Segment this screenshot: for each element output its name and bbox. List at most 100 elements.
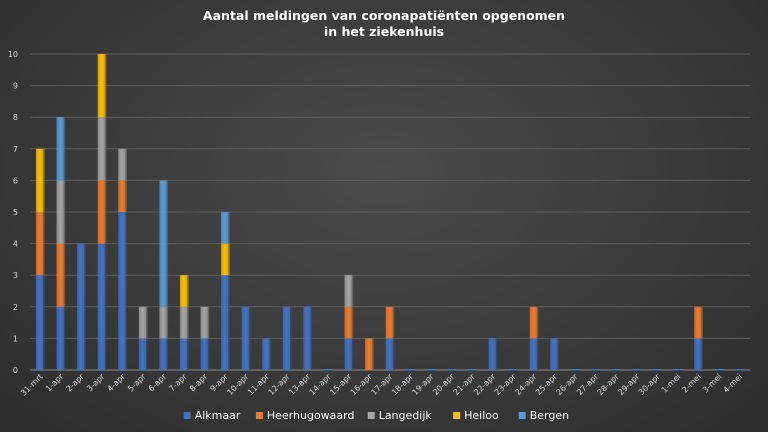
bar-shade-alkmaar-2-apr — [84, 243, 86, 370]
bar-langedijk-1-apr — [56, 180, 66, 244]
x-tick-label-1-apr: 1-apr — [44, 372, 66, 394]
x-tick-label-25-apr: 25-apr — [534, 372, 559, 397]
bar-alkmaar-1-apr — [56, 306, 66, 370]
bar-heerhugowaard-16-apr — [365, 338, 374, 370]
x-tick-label-13-apr: 13-apr — [287, 372, 312, 397]
x-tick-label-29-apr: 29-apr — [616, 372, 641, 397]
bar-alkmaar-17-apr — [385, 338, 395, 370]
bar-heiloo-3-apr — [97, 54, 107, 118]
x-tick-label-24-apr: 24-apr — [513, 372, 538, 397]
legend-swatch-langedijk — [367, 412, 375, 419]
bar-shade-heerhugowaard-17-apr — [392, 306, 395, 339]
bar-langedijk-6-apr — [159, 306, 169, 339]
x-tick-label-1-mei: 1-mei — [660, 372, 683, 395]
bar-heiloo-9-apr — [221, 243, 230, 276]
bar-shade-alkmaar-11-apr — [269, 338, 271, 370]
bar-shade-langedijk-7-apr — [187, 306, 189, 339]
bar-shade-alkmaar-22-apr — [495, 338, 498, 370]
y-tick-label-3: 3 — [13, 271, 18, 280]
bar-shade-heerhugowaard-4-apr — [125, 180, 127, 212]
bar-zero-1-mei — [673, 369, 683, 371]
bar-alkmaar-8-apr — [200, 338, 210, 370]
bar-zero-21-apr — [467, 369, 477, 371]
legend-label-alkmaar: Alkmaar — [195, 409, 241, 422]
bar-shade-heiloo-7-apr — [187, 275, 189, 307]
y-tick-label-0: 0 — [13, 366, 18, 375]
bar-zero-4-mei — [735, 369, 745, 371]
bar-heerhugowaard-31-mrt — [35, 212, 45, 276]
x-tick-label-30-apr: 30-apr — [637, 372, 662, 397]
bar-shade-alkmaar-25-apr — [557, 338, 559, 370]
chart-title: Aantal meldingen van coronapatiënten opg… — [0, 8, 768, 40]
legend-label-langedijk: Langedijk — [379, 409, 433, 422]
x-tick-label-2-apr: 2-apr — [64, 372, 86, 394]
bar-zero-29-apr — [632, 369, 642, 371]
y-tick-label-7: 7 — [13, 145, 18, 154]
bar-shade-alkmaar-12-apr — [289, 306, 292, 370]
bar-heerhugowaard-15-apr — [344, 306, 354, 339]
bar-alkmaar-7-apr — [179, 338, 189, 370]
x-tick-label-8-apr: 8-apr — [188, 372, 210, 394]
x-tick-label-28-apr: 28-apr — [596, 372, 621, 397]
bar-bergen-6-apr — [159, 180, 169, 307]
y-tick-label-5: 5 — [13, 208, 18, 217]
x-tick-label-14-apr: 14-apr — [308, 372, 333, 397]
bar-shade-heiloo-9-apr — [228, 243, 230, 276]
bar-alkmaar-10-apr — [241, 306, 251, 370]
bar-heerhugowaard-24-apr — [529, 306, 539, 339]
bar-heerhugowaard-1-apr — [56, 243, 66, 307]
x-tick-label-7-apr: 7-apr — [167, 372, 189, 394]
bar-shade-heerhugowaard-3-apr — [104, 180, 107, 244]
x-tick-label-3-apr: 3-apr — [85, 372, 107, 394]
bar-alkmaar-2-apr — [77, 243, 86, 370]
bar-shade-alkmaar-10-apr — [248, 306, 251, 370]
y-tick-label-10: 10 — [8, 50, 18, 59]
bar-heerhugowaard-17-apr — [385, 306, 395, 339]
legend-swatch-alkmaar — [183, 412, 191, 419]
legend-label-bergen: Bergen — [530, 409, 569, 422]
bar-shade-langedijk-1-apr — [63, 180, 66, 244]
bar-alkmaar-24-apr — [529, 338, 539, 370]
bar-zero-28-apr — [611, 369, 621, 371]
bar-shade-alkmaar-7-apr — [187, 338, 189, 370]
bar-zero-30-apr — [653, 369, 662, 371]
x-tick-label-17-apr: 17-apr — [369, 372, 394, 397]
bar-zero-26-apr — [570, 369, 580, 371]
bar-alkmaar-31-mrt — [35, 275, 45, 370]
legend-label-heiloo: Heiloo — [464, 409, 499, 422]
x-tick-label-15-apr: 15-apr — [328, 372, 353, 397]
x-tick-label-26-apr: 26-apr — [555, 372, 580, 397]
bar-alkmaar-11-apr — [262, 338, 271, 370]
y-tick-label-4: 4 — [13, 240, 18, 249]
x-tick-label-4-mei: 4-mei — [722, 372, 745, 395]
bar-alkmaar-6-apr — [159, 338, 169, 370]
bar-shade-langedijk-15-apr — [351, 275, 354, 307]
bar-bergen-9-apr — [221, 212, 230, 244]
bar-shade-langedijk-8-apr — [207, 306, 210, 339]
y-tick-label-6: 6 — [13, 176, 18, 185]
bar-zero-3-mei — [714, 369, 724, 371]
x-tick-label-19-apr: 19-apr — [411, 372, 436, 397]
bar-heerhugowaard-2-mei — [694, 306, 703, 339]
x-tick-label-27-apr: 27-apr — [575, 372, 600, 397]
chart-title-line-1: Aantal meldingen van coronapatiënten opg… — [202, 8, 566, 23]
bar-shade-langedijk-6-apr — [166, 306, 169, 339]
bar-shade-langedijk-4-apr — [125, 148, 127, 181]
x-tick-label-2-mei: 2-mei — [680, 372, 703, 395]
x-tick-label-18-apr: 18-apr — [390, 372, 415, 397]
y-tick-label-8: 8 — [13, 113, 18, 122]
x-tick-label-23-apr: 23-apr — [493, 372, 518, 397]
x-tick-label-10-apr: 10-apr — [225, 372, 250, 397]
bar-shade-alkmaar-5-apr — [145, 338, 148, 370]
y-tick-label-9: 9 — [13, 82, 18, 91]
bar-langedijk-5-apr — [138, 306, 148, 339]
bar-heerhugowaard-4-apr — [118, 180, 127, 212]
bar-shade-alkmaar-4-apr — [125, 212, 127, 370]
legend-swatch-heiloo — [453, 412, 461, 419]
bar-shade-heerhugowaard-24-apr — [536, 306, 539, 339]
bar-alkmaar-4-apr — [118, 212, 127, 370]
bar-langedijk-7-apr — [179, 306, 189, 339]
bar-alkmaar-3-apr — [97, 243, 107, 370]
x-tick-label-3-mei: 3-mei — [701, 372, 724, 395]
